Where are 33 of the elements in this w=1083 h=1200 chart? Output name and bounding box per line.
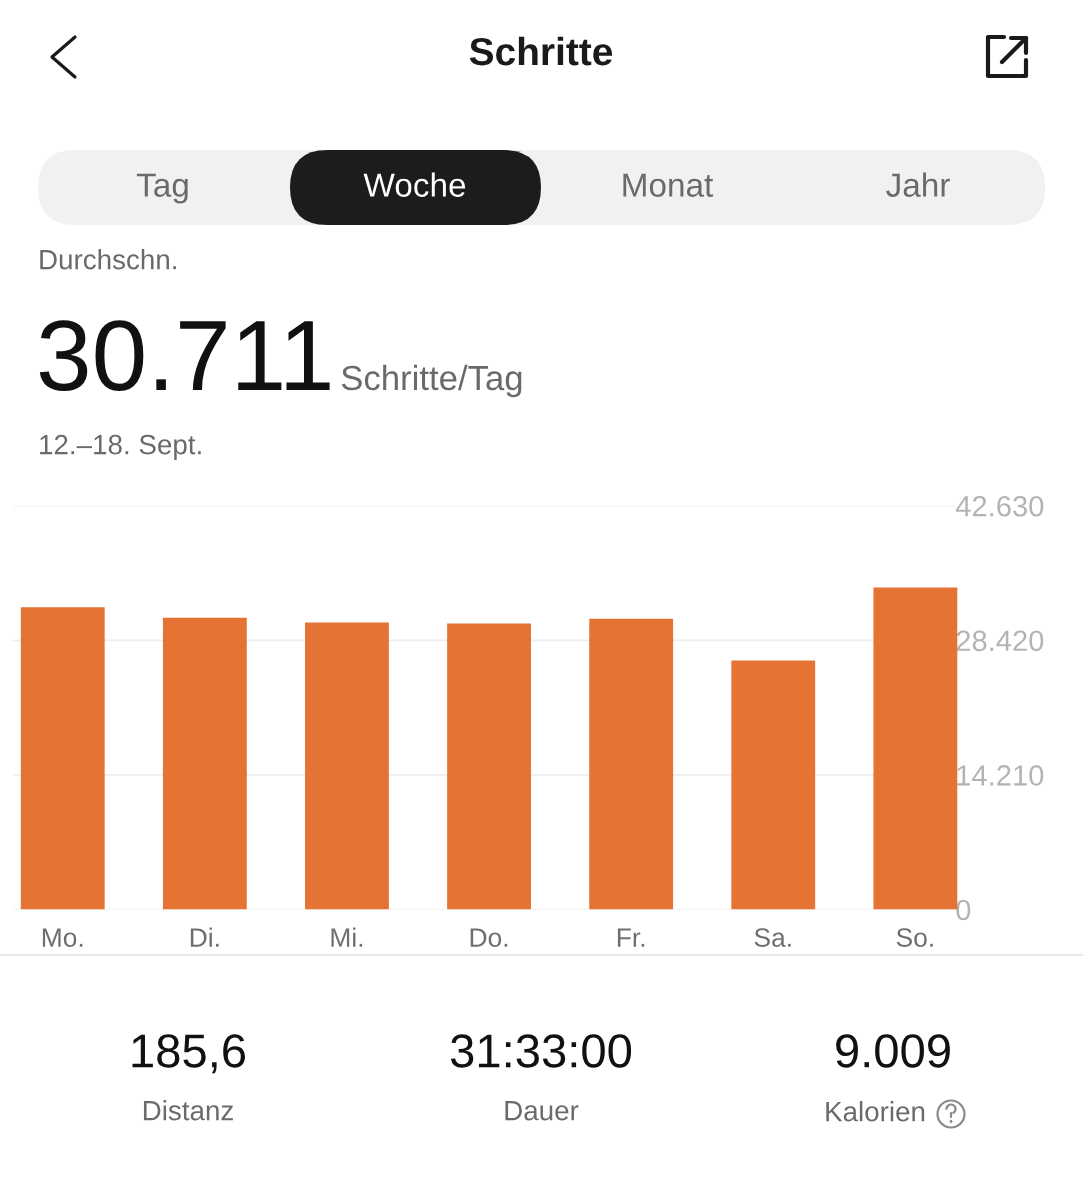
y-tick-label: 14.210 <box>957 765 1044 786</box>
text: Kalorien <box>826 1101 925 1122</box>
text: Woche <box>363 172 466 197</box>
text: 31:33:00 <box>450 1034 632 1068</box>
text: Dauer <box>505 1101 579 1121</box>
bar <box>731 660 816 910</box>
chart-title: Schritte <box>469 36 613 66</box>
text: Tag <box>136 173 188 204</box>
x-tick-label: So. <box>896 928 933 947</box>
text: 30.711 <box>39 320 330 391</box>
y-tick-label: 0 <box>956 899 971 921</box>
text: 185,6 <box>132 1034 246 1074</box>
x-tick-label: Sa. <box>754 928 791 947</box>
x-tick-label: Mo. <box>42 928 83 947</box>
bar <box>305 622 389 910</box>
text: Schritte/Tag <box>341 364 522 398</box>
bar <box>20 607 105 910</box>
x-tick-label: Mi. <box>331 927 363 947</box>
y-tick-label: 28.420 <box>956 630 1044 652</box>
text: 9.009 <box>836 1034 950 1068</box>
text: Distanz <box>143 1100 233 1121</box>
text: Monat <box>623 173 714 197</box>
bar <box>873 587 958 910</box>
y-tick-label: 42.630 <box>955 495 1044 517</box>
bar <box>162 617 247 910</box>
bar <box>589 618 674 910</box>
text: Jahr <box>886 172 950 197</box>
bar <box>447 623 531 910</box>
x-tick-label: Fr. <box>617 928 645 947</box>
x-tick-label: Di. <box>190 927 219 947</box>
text: Durchschn. <box>40 249 176 270</box>
x-tick-label: Do. <box>470 928 508 947</box>
text: 12.–18. Sept. <box>40 434 201 460</box>
